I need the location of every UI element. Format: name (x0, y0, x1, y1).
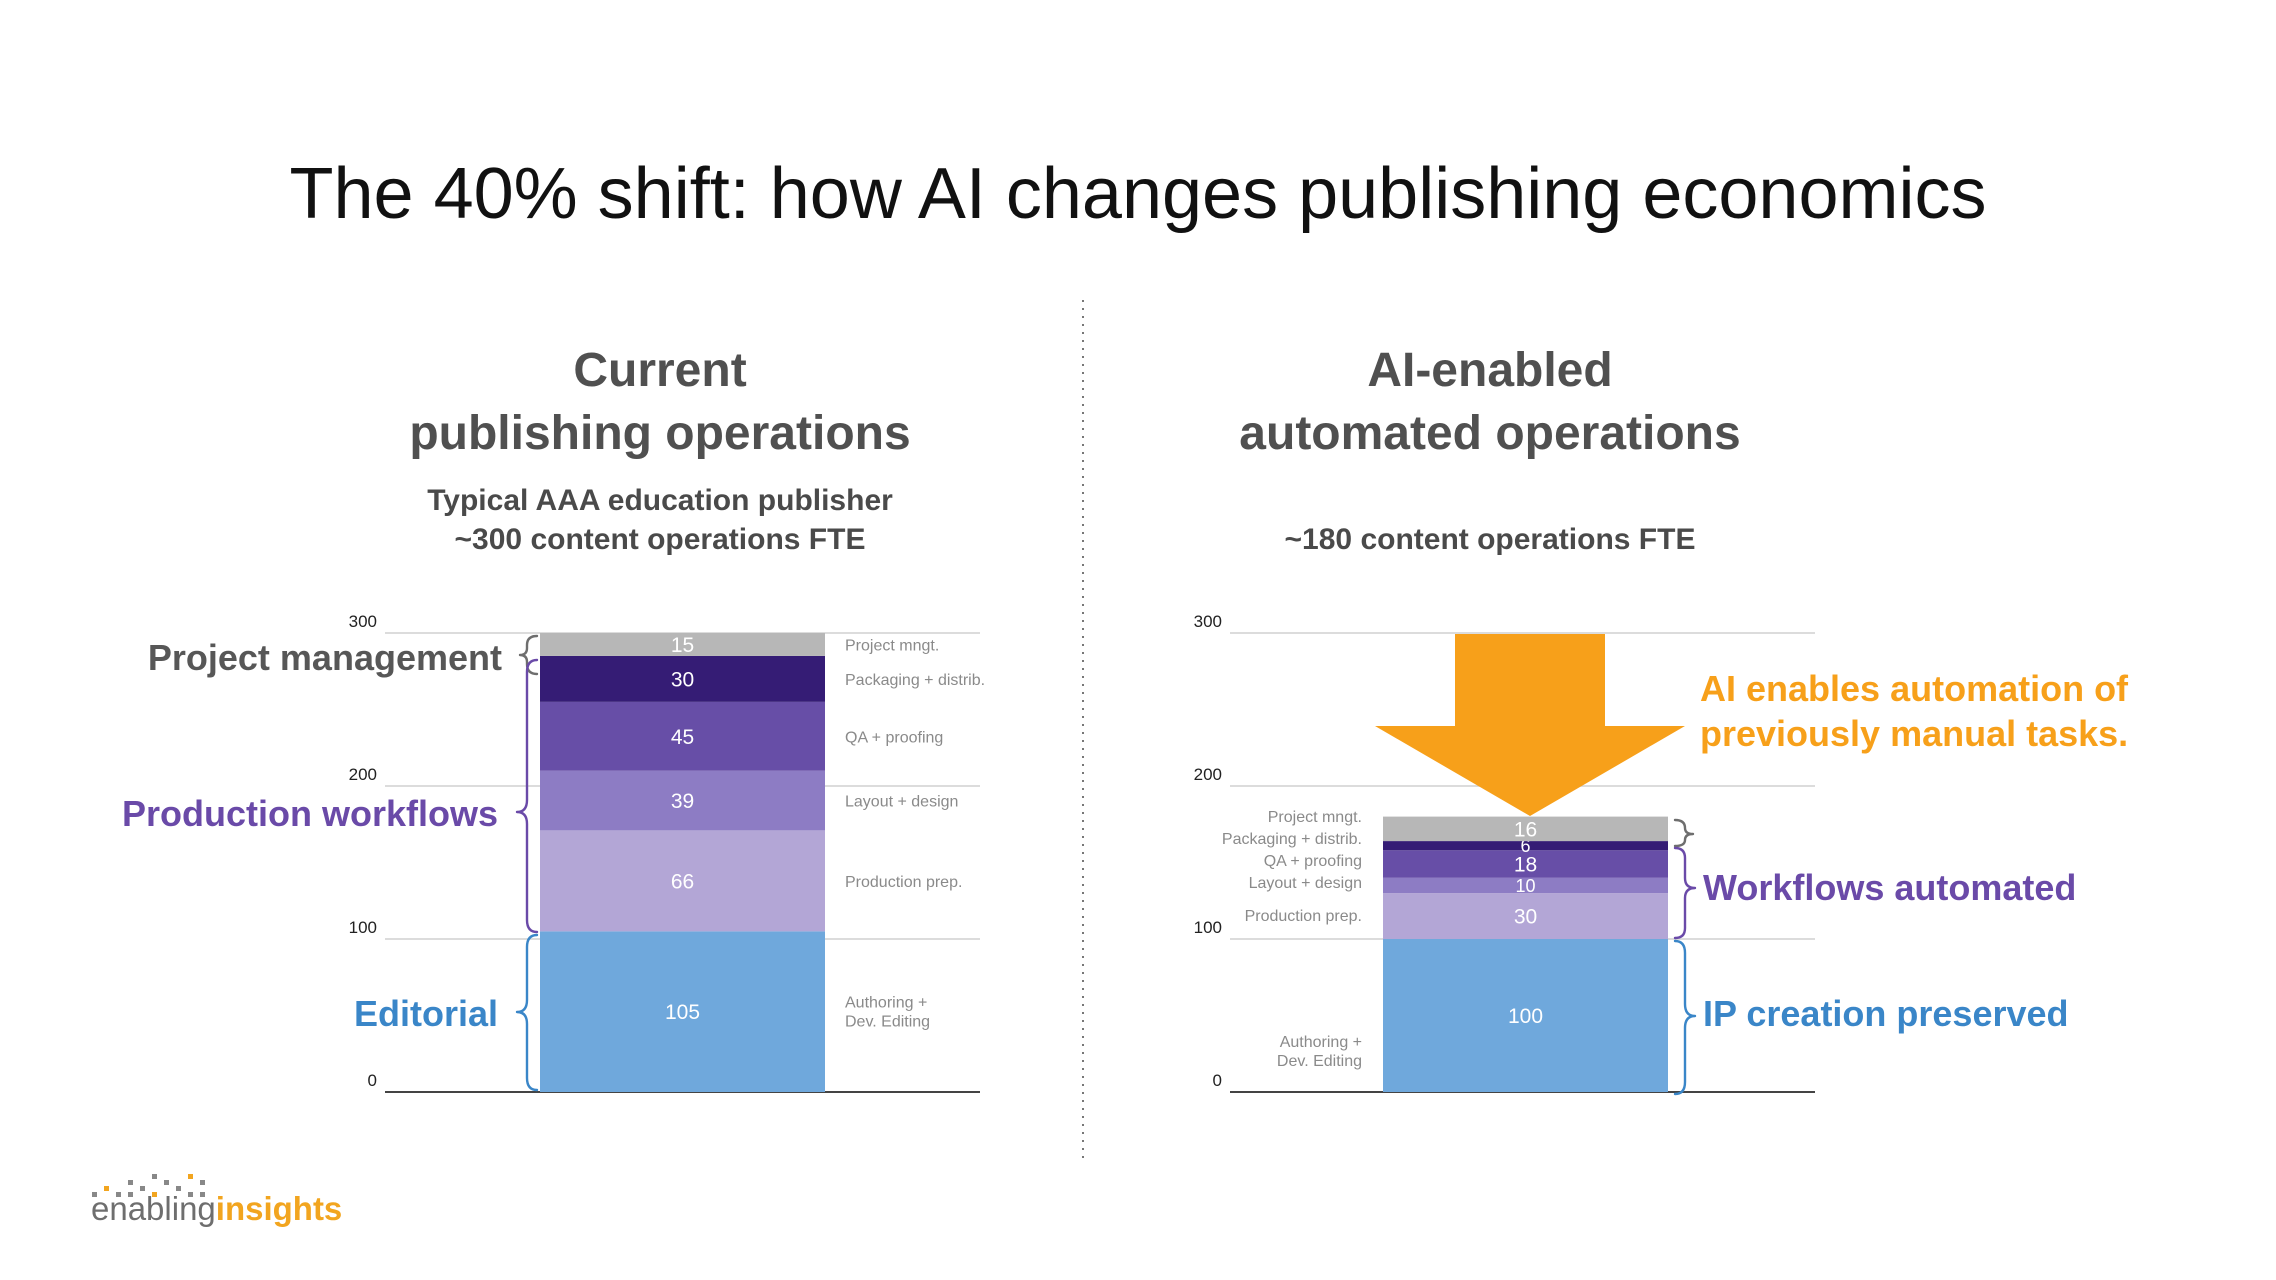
bar-segment-project-mngt (540, 633, 825, 656)
category-label-layout-design: Layout + design (1249, 875, 1362, 892)
left-heading-line1: Current (573, 344, 746, 397)
y-tick-label: 0 (368, 1071, 377, 1090)
callout-line1: AI enables automation of (1700, 668, 2129, 709)
logo-dot (104, 1186, 109, 1191)
bar-segment-qa-proofing (540, 701, 825, 771)
brace-editorial (515, 933, 539, 1092)
down-arrow-icon (1375, 634, 1685, 816)
category-label-production-prep: Production prep. (1245, 908, 1362, 925)
category-label-project-mngt: Project mngt. (1268, 809, 1362, 826)
group-label-production-workflows: Production workflows (122, 793, 498, 834)
logo-dot (188, 1174, 193, 1179)
y-tick-label: 300 (1194, 612, 1222, 631)
logo-dot (200, 1180, 205, 1185)
logo-dots-icon (92, 1174, 205, 1197)
group-label-editorial: Editorial (354, 993, 498, 1034)
category-label-packaging-distrib: Packaging + distrib. (845, 672, 985, 689)
y-tick-label: 300 (349, 612, 377, 631)
logo-dot (128, 1192, 133, 1197)
brace-workflows-automated (1673, 846, 1697, 940)
bar-segment-layout-design (1383, 877, 1668, 894)
value-label-authoring-dev-editing: 105 (665, 1001, 700, 1024)
logo-dot (152, 1192, 157, 1197)
bar-segment-authoring-dev-editing (1383, 939, 1668, 1092)
bar-segment-production-prep (540, 830, 825, 932)
slide-title: The 40% shift: how AI changes publishing… (290, 154, 1987, 234)
y-tick-label: 200 (349, 765, 377, 784)
logo-dot (92, 1192, 97, 1197)
logo-dot (116, 1192, 121, 1197)
value-label-packaging-distrib: 6 (1520, 836, 1530, 856)
logo-text-insights: insights (216, 1190, 343, 1227)
category-label-project-mngt: Project mngt. (845, 637, 939, 654)
y-tick-label: 100 (1194, 918, 1222, 937)
bar-segment-qa-proofing (1383, 850, 1668, 878)
category-label-authoring-dev-editing: Authoring + Dev. Editing (1277, 1034, 1362, 1070)
logo-dot (188, 1192, 193, 1197)
value-label-project-mngt: 16 (1514, 818, 1537, 841)
bar-segment-packaging-distrib (540, 655, 825, 702)
value-label-layout-design: 39 (671, 790, 694, 813)
bar-segment-production-prep (1383, 893, 1668, 939)
value-label-layout-design: 10 (1515, 876, 1535, 896)
value-label-project-mngt: 15 (671, 634, 694, 657)
y-tick-label: 100 (349, 918, 377, 937)
category-label-production-prep: Production prep. (845, 874, 962, 891)
bar-segment-project-mngt (1383, 816, 1668, 842)
bar-segment-layout-design (540, 770, 825, 831)
enabling-insights-logo: enablinginsights (91, 1174, 342, 1227)
left-subtitle-line1: Typical AAA education publisher (427, 484, 893, 517)
logo-dot (140, 1186, 145, 1191)
value-label-authoring-dev-editing: 100 (1508, 1005, 1543, 1028)
right-heading-line2: automated operations (1239, 407, 1740, 460)
logo-dot (200, 1192, 205, 1197)
bar-segment-authoring-dev-editing (540, 931, 825, 1092)
category-label-packaging-distrib: Packaging + distrib. (1222, 831, 1362, 848)
callout-line2: previously manual tasks. (1700, 713, 2128, 754)
category-label-layout-design: Layout + design (845, 794, 958, 811)
value-label-qa-proofing: 18 (1514, 854, 1537, 877)
logo-dot (164, 1180, 169, 1185)
logo-dot (152, 1174, 157, 1179)
category-label-qa-proofing: QA + proofing (845, 729, 943, 746)
category-label-qa-proofing: QA + proofing (1264, 853, 1362, 870)
left-subtitle-line2: ~300 content operations FTE (455, 523, 866, 556)
group-label-workflows-automated: Workflows automated (1703, 867, 2076, 908)
logo-text-enabling: enabling (91, 1190, 216, 1227)
logo-dot (128, 1180, 133, 1185)
ai-operations-chart: 0 100 200 300 100 Authoring + Dev. Editing 30 10… (1194, 612, 1815, 1093)
value-label-qa-proofing: 45 (671, 726, 694, 749)
group-label-ip-creation-preserved: IP creation preserved (1703, 993, 2069, 1034)
logo-dot (176, 1186, 181, 1191)
value-label-production-prep: 66 (671, 870, 694, 893)
left-heading-line2: publishing operations (409, 407, 910, 460)
group-label-project-management: Project management (148, 637, 502, 678)
brace-production-workflows (515, 658, 539, 934)
category-label-authoring-dev-editing: Authoring + Dev. Editing (845, 995, 930, 1031)
brace-right-project-management (1673, 818, 1695, 848)
right-heading-line1: AI-enabled (1367, 344, 1612, 397)
y-tick-label: 0 (1213, 1071, 1222, 1090)
right-subtitle-line1: ~180 content operations FTE (1285, 523, 1696, 556)
logo-text: enablinginsights (91, 1190, 342, 1227)
current-operations-chart: 0 100 200 300 105 Authoring + Dev. Editing 66 Pr… (349, 612, 985, 1093)
value-label-packaging-distrib: 30 (671, 668, 694, 691)
bar-segment-packaging-distrib (1383, 841, 1668, 851)
value-label-production-prep: 30 (1514, 906, 1537, 929)
brace-ip-creation-preserved (1673, 939, 1697, 1096)
y-tick-label: 200 (1194, 765, 1222, 784)
